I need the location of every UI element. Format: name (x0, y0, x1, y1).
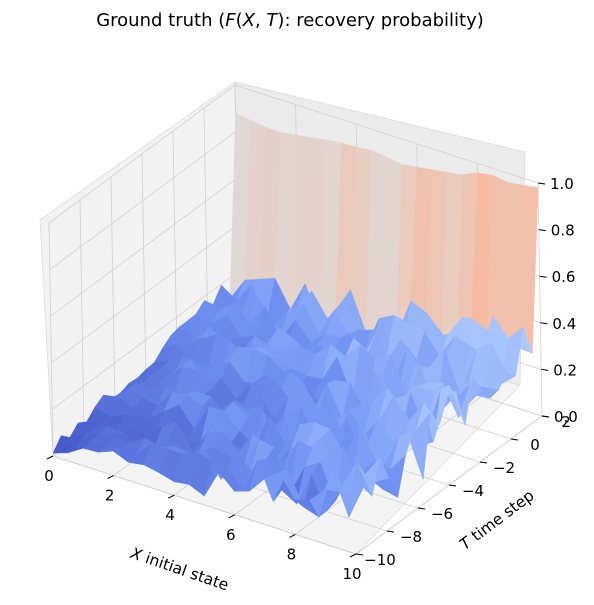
x-tick-label: 10 (342, 565, 361, 583)
z-tick-mark (541, 415, 550, 418)
y-tick-label: −8 (400, 528, 422, 546)
z-tick-label: 0.2 (553, 361, 577, 379)
z-tick-mark (537, 182, 546, 185)
z-tick-mark (539, 275, 547, 278)
x-axis-label-text: initial state (138, 548, 231, 595)
z-tick-label: 0.4 (552, 315, 576, 333)
x-axis-line (52, 455, 357, 555)
x-tick-mark (349, 553, 357, 558)
y-tick-mark (417, 507, 426, 510)
z-tick-label: 0.8 (551, 222, 575, 240)
y-tick-mark (386, 530, 395, 533)
x-tick-mark (167, 494, 175, 499)
z-tick-label: 1.0 (550, 175, 574, 193)
x-tick-label: 6 (226, 526, 236, 544)
y-tick-mark (448, 484, 457, 487)
x-tick-mark (228, 514, 236, 519)
chart-title-part4: ): recovery probability) (277, 10, 483, 31)
z-tick-mark (540, 322, 548, 325)
y-tick-label: −2 (493, 459, 515, 477)
y-tick-label: −10 (364, 551, 396, 569)
z-tick-label: 0.6 (552, 268, 576, 286)
x-tick-mark (289, 533, 296, 538)
y-tick-mark (479, 461, 488, 464)
chart-title-italic3: T (266, 10, 279, 31)
z-tick-mark (541, 368, 549, 371)
surface-plot (52, 112, 539, 518)
z-tick-mark (538, 229, 546, 232)
chart-title-part2: ( (236, 10, 243, 31)
x-tick-label: 8 (287, 545, 297, 563)
x-tick-mark (46, 455, 54, 460)
y-tick-label: −6 (431, 505, 453, 523)
chart-title-part3: , (255, 10, 266, 31)
x-axis-label: X initial state (127, 544, 231, 595)
surface-patch (339, 487, 364, 518)
chart-title-italic2: X (242, 10, 256, 31)
x-tick-label: 4 (165, 506, 175, 524)
x-tick-label: 2 (105, 487, 115, 505)
x-tick-label: 0 (44, 467, 54, 485)
y-tick-label: 0 (530, 436, 540, 454)
y-tick-mark (510, 438, 519, 441)
z-tick-label: 0.0 (554, 408, 578, 426)
chart-title: Ground truth (F(X, T): recovery probabil… (96, 10, 484, 31)
y-tick-mark (355, 553, 364, 556)
chart-title-part1: Ground truth ( (96, 10, 225, 31)
y-tick-label: −4 (462, 482, 484, 500)
y-tick-label: 2 (561, 413, 571, 431)
x-tick-mark (107, 475, 114, 480)
chart-title-italic1: F (225, 10, 236, 31)
